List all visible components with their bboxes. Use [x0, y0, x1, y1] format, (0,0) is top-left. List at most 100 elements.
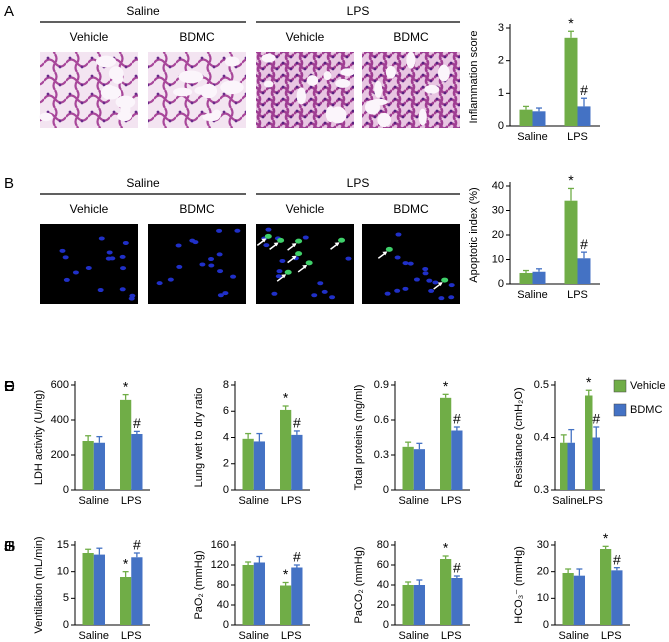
x-tick-label: Saline	[552, 495, 583, 507]
nucleus	[275, 274, 282, 279]
nucleus	[317, 281, 324, 286]
tunel-cell	[295, 251, 303, 257]
y-tick-label: 6	[223, 405, 229, 417]
bar	[131, 434, 143, 490]
x-tick-label: Saline	[78, 495, 109, 507]
y-tick-label: 10	[492, 253, 504, 265]
alveolus	[115, 95, 136, 109]
x-tick-label: LPS	[441, 630, 462, 642]
y-tick-label: 20	[377, 599, 389, 611]
y-axis-label: Resistance (cmH₂O)	[513, 387, 525, 487]
nucleus	[265, 227, 272, 232]
significance-mark: #	[293, 549, 301, 565]
bar	[291, 567, 303, 625]
bar	[413, 449, 425, 490]
bar	[577, 106, 591, 126]
y-tick-label: 0	[63, 619, 69, 631]
column-label: Vehicle	[70, 202, 109, 216]
significance-mark: #	[293, 415, 301, 431]
bar	[253, 562, 265, 625]
nucleus	[394, 288, 401, 293]
nucleus	[271, 291, 278, 296]
column-label: Vehicle	[286, 30, 325, 44]
nucleus	[402, 286, 409, 291]
nucleus	[105, 256, 112, 261]
y-tick-label: 40	[492, 180, 504, 192]
arrow-head	[437, 282, 443, 287]
bar	[440, 559, 452, 625]
tunel-cell	[277, 237, 285, 243]
nucleus	[432, 280, 439, 285]
y-tick-label: 0.3	[534, 484, 549, 496]
nucleus	[395, 232, 402, 237]
bar	[519, 272, 533, 284]
nucleus	[119, 254, 126, 259]
tunel-cell	[305, 260, 313, 266]
panel-letter: F	[4, 378, 13, 395]
bar	[120, 577, 132, 625]
significance-mark: #	[453, 411, 461, 427]
nucleus	[98, 236, 105, 241]
bar	[564, 200, 578, 284]
alveolus	[374, 80, 383, 98]
nucleus	[448, 283, 455, 288]
nucleus	[263, 243, 270, 248]
column-label: BDMC	[179, 30, 215, 44]
y-axis-label: Inflammation score	[468, 31, 480, 124]
nucleus	[428, 288, 435, 293]
alveolus	[100, 85, 122, 100]
column-label: BDMC	[393, 202, 429, 216]
nucleus	[302, 235, 309, 240]
nucleus	[199, 262, 206, 267]
y-tick-label: 80	[217, 579, 229, 591]
y-tick-label: 2	[223, 458, 229, 470]
column-label: BDMC	[179, 202, 215, 216]
column-label: Vehicle	[286, 202, 325, 216]
nucleus	[167, 277, 174, 282]
nucleus	[329, 295, 336, 300]
nucleus	[234, 228, 241, 233]
panel-letter: D	[4, 378, 15, 395]
x-tick-label: LPS	[121, 495, 142, 507]
nucleus	[345, 256, 352, 261]
y-tick-label: 20	[537, 566, 549, 578]
bar	[131, 557, 143, 625]
y-axis-label: Total proteins (mg/ml)	[353, 385, 365, 491]
y-tick-label: 80	[377, 539, 389, 551]
bar	[253, 441, 265, 490]
nucleus	[402, 261, 409, 266]
alveolus	[181, 70, 197, 82]
panel-letter: C	[4, 378, 15, 395]
alveolus	[406, 51, 416, 69]
nucleus	[59, 248, 66, 253]
y-axis-label: Lung wet to dry ratio	[193, 388, 205, 488]
bar	[120, 399, 132, 490]
bar	[93, 442, 105, 490]
panel-letter: B	[4, 175, 14, 192]
nucleus	[422, 271, 429, 276]
alveolus	[340, 68, 355, 76]
significance-mark: *	[586, 374, 592, 390]
y-tick-label: 0.6	[374, 414, 389, 426]
alveolus	[385, 65, 396, 79]
legend-swatch	[613, 379, 627, 393]
y-tick-label: 30	[537, 539, 549, 551]
bar	[567, 442, 575, 490]
arrow-head	[281, 274, 287, 279]
nucleus	[176, 264, 183, 269]
alveolus	[370, 98, 388, 106]
significance-mark: #	[133, 415, 141, 431]
nucleus	[311, 293, 318, 298]
nucleus	[279, 258, 286, 263]
arrow-head	[291, 255, 297, 260]
arrow-head	[334, 242, 340, 247]
nucleus	[216, 228, 223, 233]
nucleus	[72, 270, 79, 275]
alveolus	[418, 108, 427, 126]
nucleus	[120, 266, 127, 271]
arrow-head	[261, 238, 267, 243]
y-tick-label: 0	[543, 619, 549, 631]
legend-label: Vehicle	[630, 380, 665, 392]
y-tick-label: 0	[223, 484, 229, 496]
alveolus	[220, 80, 244, 95]
